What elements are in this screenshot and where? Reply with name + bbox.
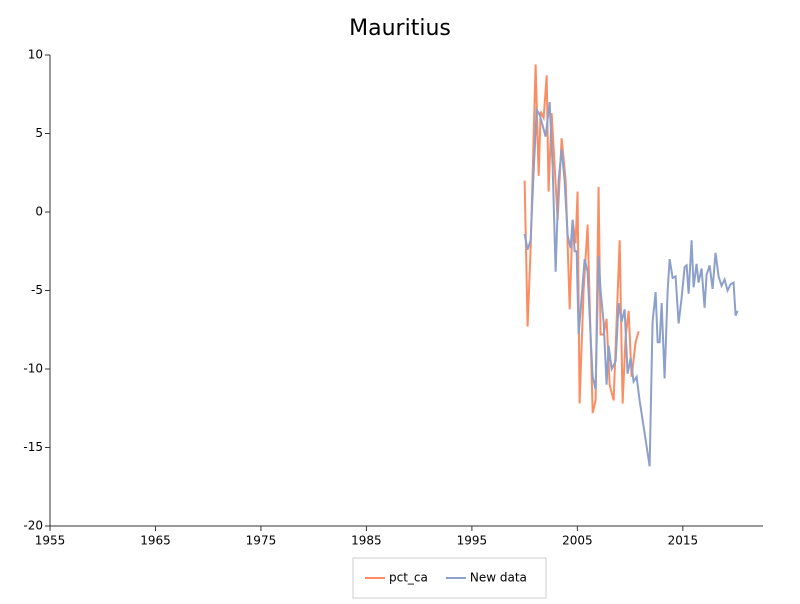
- x-tick-label: 2015: [668, 534, 699, 548]
- legend-label: pct_ca: [389, 571, 428, 585]
- y-tick-label: 5: [35, 126, 43, 140]
- y-tick-label: 10: [28, 48, 43, 62]
- y-tick-label: -5: [31, 283, 43, 297]
- y-tick-label: -20: [23, 519, 43, 533]
- series-line: [523, 101, 739, 467]
- x-tick-label: 1965: [140, 534, 171, 548]
- x-tick-label: 1995: [457, 534, 488, 548]
- chart-title: Mauritius: [349, 16, 451, 41]
- legend-label: New data: [470, 571, 527, 585]
- series-line: [523, 64, 640, 414]
- y-tick-label: -10: [23, 362, 43, 376]
- y-tick-label: -15: [23, 440, 43, 454]
- x-tick-label: 2005: [562, 534, 593, 548]
- x-tick-label: 1955: [35, 534, 66, 548]
- x-tick-label: 1975: [246, 534, 277, 548]
- y-tick-label: 0: [35, 205, 43, 219]
- x-tick-label: 1985: [351, 534, 382, 548]
